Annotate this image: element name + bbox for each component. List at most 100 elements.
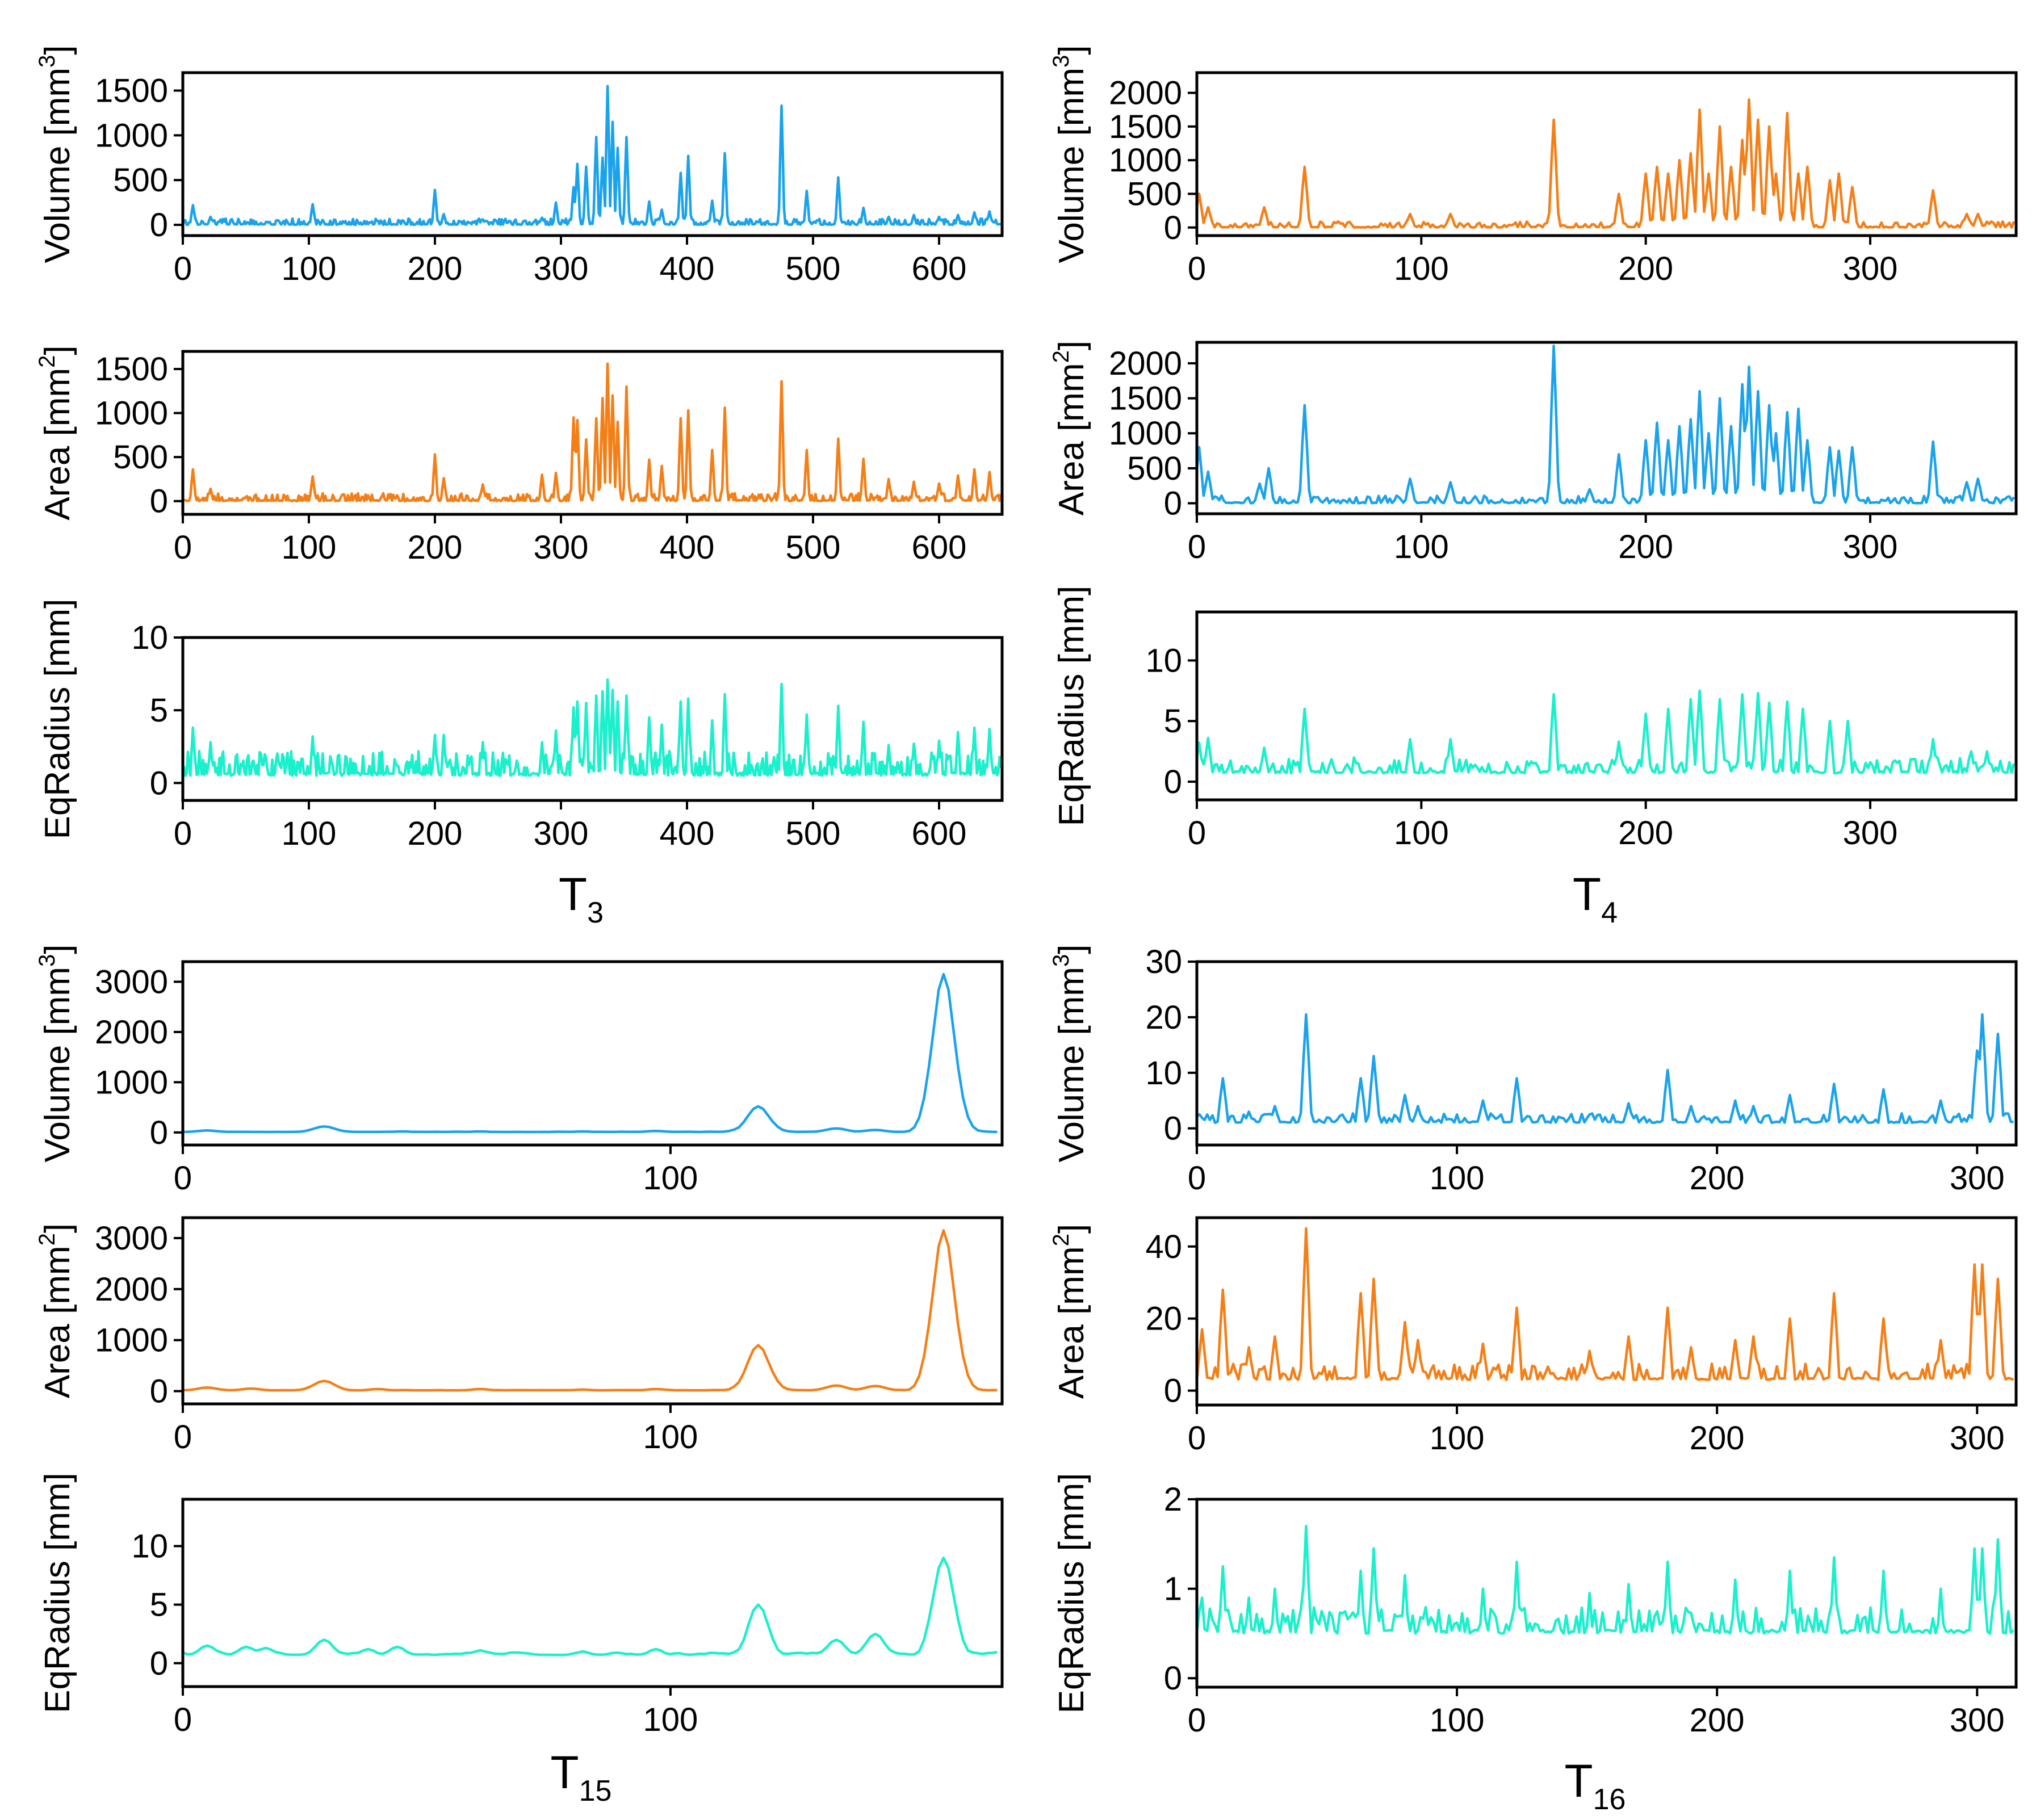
x-tick-label: 300 (1843, 815, 1898, 852)
y-axis-title: EqRadius [mm] (38, 1473, 77, 1713)
y-tick-label: 0 (150, 1114, 168, 1151)
x-tick-label: 0 (174, 250, 192, 287)
x-tick-label: 0 (174, 1419, 192, 1456)
y-tick-label: 1000 (95, 395, 168, 432)
x-tick-label: 500 (786, 815, 841, 852)
x-tick-label: 300 (1950, 1160, 2005, 1197)
y-tick-label: 1000 (95, 1322, 168, 1359)
x-tick-label: 300 (534, 815, 589, 852)
y-tick-label: 500 (1127, 175, 1182, 212)
group-title-t15: T15 (551, 1747, 612, 1808)
y-tick-label: 10 (1145, 642, 1182, 679)
t15-area-series-line (183, 1229, 998, 1392)
y-axis-title: Volume [mm3] (35, 944, 77, 1162)
y-tick-label: 0 (150, 1373, 168, 1410)
y-tick-label: 500 (1127, 450, 1182, 487)
x-tick-label: 0 (174, 529, 192, 566)
x-tick-label: 400 (660, 815, 715, 852)
x-tick-label: 100 (1394, 529, 1449, 565)
x-tick-label: 100 (1394, 815, 1449, 852)
x-tick-label: 100 (643, 1160, 698, 1197)
x-tick-label: 200 (1690, 1160, 1745, 1197)
t4-eqradius-series-line (1195, 689, 2016, 775)
t3-eqradius-panel: 0 100 200 300 400 500 600 0 5 10 EqRadius [mm] (38, 599, 1004, 852)
t3-volume-panel: 0 100 200 300 400 500 600 0 500 1000 1500 Volume [m… (35, 45, 1004, 287)
y-tick-label: 10 (1145, 1055, 1182, 1092)
plot-frame (1195, 1216, 2018, 1407)
x-tick-label: 200 (408, 250, 463, 287)
x-tick-label: 100 (1430, 1160, 1485, 1197)
y-axis-title: Volume [mm3] (1049, 944, 1091, 1162)
x-tick-label: 500 (786, 529, 841, 566)
x-tick-label: 0 (1188, 1420, 1206, 1457)
plot-frame (1195, 610, 2018, 802)
t3-area-panel: 0 100 200 300 400 500 600 0 500 1000 1500 Area [mm2… (35, 345, 1004, 566)
x-tick-label: 100 (1394, 250, 1449, 287)
t4-area-series-line (1195, 344, 2015, 505)
plot-frame (1195, 1498, 2018, 1689)
x-tick-label: 300 (534, 250, 589, 287)
x-tick-label: 400 (660, 250, 715, 287)
plot-frame (181, 71, 1004, 237)
y-tick-label: 1500 (1109, 108, 1182, 145)
y-tick-label: 2000 (95, 1014, 168, 1051)
x-tick-label: 0 (1188, 815, 1206, 852)
t4-eqradius-panel: 0 100 200 300 0 5 10 EqRadius [mm] (1052, 586, 2018, 852)
y-tick-label: 2 (1164, 1481, 1182, 1518)
x-tick-label: 100 (282, 529, 337, 566)
y-tick-label: 20 (1145, 1301, 1182, 1337)
t3-eqradius-series-line (181, 678, 1003, 777)
y-tick-label: 0 (150, 765, 168, 802)
y-tick-label: 1 (1164, 1571, 1182, 1608)
x-tick-label: 0 (1188, 1160, 1206, 1197)
t15-eqradius-panel: 0 100 0 5 10 EqRadius [mm] (38, 1473, 1004, 1738)
y-tick-label: 0 (150, 207, 168, 244)
y-tick-label: 500 (113, 162, 168, 199)
t16-volume-series-line (1196, 1013, 2014, 1125)
y-tick-label: 500 (113, 439, 168, 476)
y-axis-title: Area [mm2] (35, 345, 77, 520)
x-tick-label: 100 (1430, 1702, 1485, 1739)
t3-area-series-line (182, 362, 1003, 502)
plot-frame (181, 960, 1004, 1147)
plot-frame (1195, 71, 2018, 237)
t3-volume-series-line (181, 85, 1002, 227)
y-axis-title: Volume [mm3] (1049, 45, 1091, 263)
x-tick-label: 400 (660, 529, 715, 566)
plot-frame (181, 636, 1004, 802)
plot-frame (181, 1498, 1004, 1688)
plot-frame (1195, 341, 2018, 515)
x-tick-label: 100 (1430, 1420, 1485, 1457)
y-tick-label: 2000 (1109, 345, 1182, 382)
y-tick-label: 5 (150, 1587, 168, 1624)
y-tick-label: 0 (1164, 209, 1182, 246)
x-tick-label: 300 (1843, 250, 1898, 287)
x-tick-label: 200 (1618, 250, 1673, 287)
y-tick-label: 1500 (95, 73, 168, 110)
t16-volume-panel: 0 100 200 300 0 10 20 30 Volume [mm3] (1049, 943, 2018, 1197)
x-tick-label: 0 (1188, 1702, 1206, 1739)
x-tick-label: 0 (1188, 250, 1206, 287)
x-tick-label: 300 (1843, 529, 1898, 565)
x-tick-label: 100 (282, 815, 337, 852)
t16-eqradius-series-line (1195, 1525, 2014, 1635)
y-axis-title: Volume [mm3] (35, 45, 77, 263)
y-tick-label: 2000 (95, 1271, 168, 1308)
x-tick-label: 100 (643, 1419, 698, 1456)
y-axis-title: EqRadius [mm] (1052, 1473, 1091, 1714)
x-tick-label: 500 (786, 250, 841, 287)
x-tick-label: 0 (174, 1701, 192, 1738)
t16-area-panel: 0 100 200 300 0 20 40 Area [mm2] (1049, 1216, 2018, 1457)
y-axis-title: Area [mm2] (1049, 1224, 1091, 1399)
y-tick-label: 1000 (1109, 415, 1182, 452)
y-tick-label: 1500 (1109, 380, 1182, 417)
t4-volume-series-line (1195, 98, 2016, 229)
plot-frame (181, 1216, 1004, 1406)
x-tick-label: 600 (912, 815, 967, 852)
